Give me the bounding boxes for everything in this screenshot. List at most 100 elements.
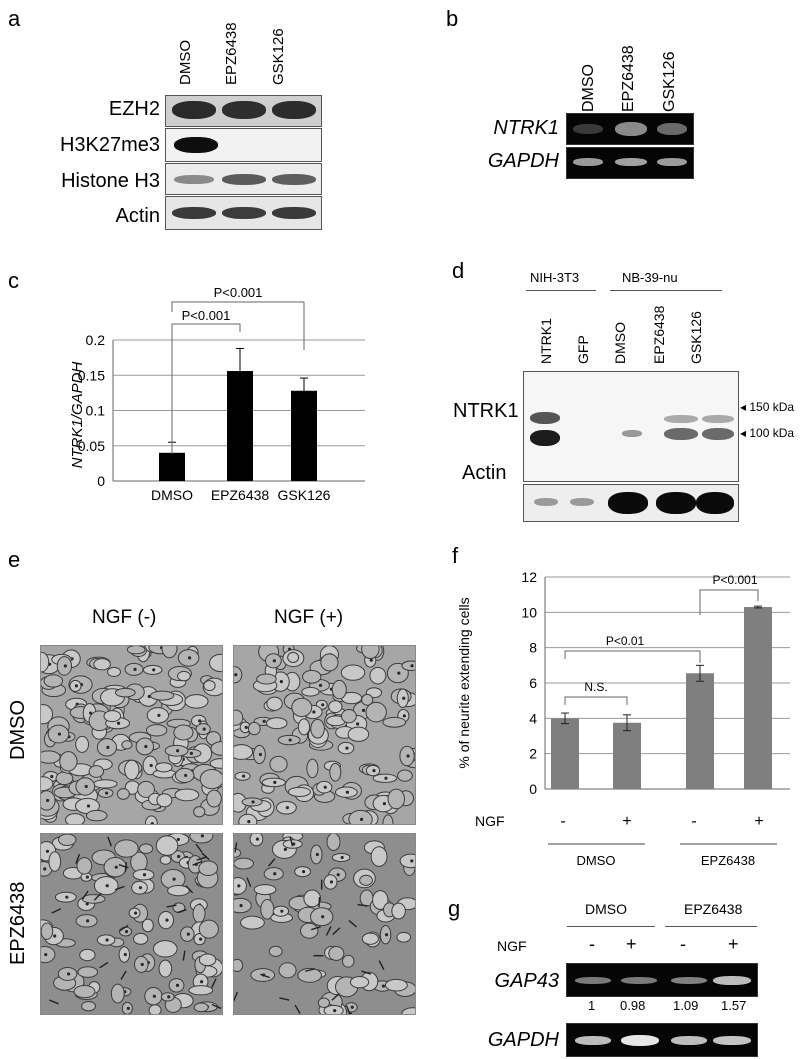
panel-d-marker-150: ◂ 150 kDa (740, 400, 795, 414)
cell-shape (401, 1007, 415, 1014)
panel-g-ngf-sign-4: + (728, 934, 739, 954)
panel-g-group1-line (567, 926, 655, 927)
panel-d-blot-ntrk1 (523, 371, 739, 482)
panel-c-chart: 0 0.05 0.1 0.15 0.2 DMSO EPZ6438 GSK126 P<0.00… (69, 285, 365, 503)
panel-a-row-histone-h3: Histone H3 (61, 170, 160, 192)
panel-f-ylabel: % of neurite extending cells (456, 597, 472, 768)
neurite (325, 926, 332, 936)
cell-shape (291, 697, 313, 718)
panel-g-ngf-label: NGF (497, 938, 527, 954)
cell-shape (326, 834, 341, 852)
ytick-label: 0 (97, 473, 105, 489)
neurite (260, 973, 270, 979)
panel-f-group-epz6438: EPZ6438 (701, 853, 755, 868)
cell-shape (103, 710, 122, 723)
neurite (246, 877, 252, 888)
panel-g-group2-line (665, 926, 757, 927)
cell-shape (110, 983, 125, 1004)
panel-f-pvalue-p001: P<0.001 (712, 573, 757, 587)
neurite (107, 836, 113, 847)
cell-shape (193, 1002, 209, 1013)
panel-e-image-epz6438-ngf-plus (233, 833, 416, 1015)
cell-shape (149, 690, 175, 701)
panel-a-lane-dmso: DMSO (177, 40, 194, 85)
neurite (378, 960, 385, 970)
cell-shape (48, 851, 62, 872)
cell-shape (301, 686, 320, 697)
cell-shape (124, 759, 140, 781)
neurite (176, 908, 187, 914)
cell-shape (174, 788, 200, 802)
panel-f-ngf-sign-1: - (560, 813, 565, 830)
cell-shape (75, 735, 90, 753)
panel-d-group-nih3t3: NIH-3T3 (530, 270, 580, 285)
cell-shape (361, 646, 380, 659)
cell-shape (302, 669, 322, 684)
cell-shape (177, 670, 191, 682)
bar (291, 390, 317, 481)
neurite (345, 1005, 351, 1014)
cell-shape (303, 889, 322, 908)
ytick-label: 12 (521, 569, 537, 585)
cell-shape (65, 813, 86, 824)
panel-d-lane-epz6438: EPZ6438 (651, 305, 667, 364)
cell-shape (234, 958, 244, 972)
cell-shape (269, 755, 288, 773)
cell-shape (401, 660, 415, 671)
neurite (195, 843, 203, 853)
panel-a-lane-gsk126: GSK126 (270, 28, 287, 85)
cell-shape (210, 741, 222, 756)
neurite (93, 892, 102, 901)
panel-c-bars (159, 347, 317, 481)
panel-a-row-h3k27me3: H3K27me3 (59, 134, 160, 156)
panel-e-image-epz6438-ngf-minus (40, 833, 223, 1015)
cell-shape (306, 758, 319, 779)
panel-b-row-ntrk1: NTRK1 (493, 117, 559, 139)
cell-shape (192, 903, 206, 924)
cell-shape (206, 789, 222, 808)
cell-shape (297, 967, 323, 983)
cell-shape (41, 750, 61, 764)
neurite (120, 970, 127, 980)
cell-shape (382, 716, 407, 728)
panel-e-row-epz6438: EPZ6438 (7, 881, 29, 965)
cell-shape (234, 666, 243, 684)
neurite (305, 968, 316, 972)
neurite (81, 890, 89, 900)
cell-shape (167, 884, 190, 897)
panel-b-lane-epz6438: EPZ6438 (620, 45, 637, 112)
neurite (196, 856, 207, 861)
neurite (267, 858, 276, 867)
neurite (332, 927, 341, 936)
panel-f-gridlines (544, 576, 790, 790)
panel-b-lane-gsk126: GSK126 (661, 51, 678, 112)
panel-f-pvalue-ns: N.S. (584, 680, 607, 694)
cell-shape (148, 1004, 162, 1014)
panel-b-lane-dmso: DMSO (580, 64, 597, 112)
cell-shape (341, 709, 357, 724)
cell-shape (399, 853, 415, 869)
neurite (357, 903, 368, 907)
cell-shape (328, 700, 343, 714)
cell-shape (234, 857, 254, 870)
neurite (211, 978, 217, 988)
cell-shape (297, 718, 311, 736)
ytick-label: 6 (529, 675, 537, 691)
neurite (234, 991, 239, 1002)
bar (686, 673, 714, 789)
panel-d-row-ntrk1: NTRK1 (453, 400, 519, 422)
cell-shape (209, 653, 222, 673)
ytick-label: 0.05 (78, 438, 105, 454)
cell-shape (77, 966, 99, 978)
cell-shape (193, 806, 206, 818)
panel-e-letter: e (8, 547, 21, 572)
panel-b-gel-gapdh (566, 147, 694, 179)
bar (551, 718, 579, 789)
cell-shape (234, 709, 244, 726)
cell-shape (329, 762, 342, 782)
panel-g-row-gapdh: GAPDH (487, 1029, 559, 1051)
cell-shape (59, 751, 78, 772)
cell-shape (238, 813, 258, 824)
cell-shape (397, 769, 413, 782)
cell-shape (41, 945, 56, 964)
